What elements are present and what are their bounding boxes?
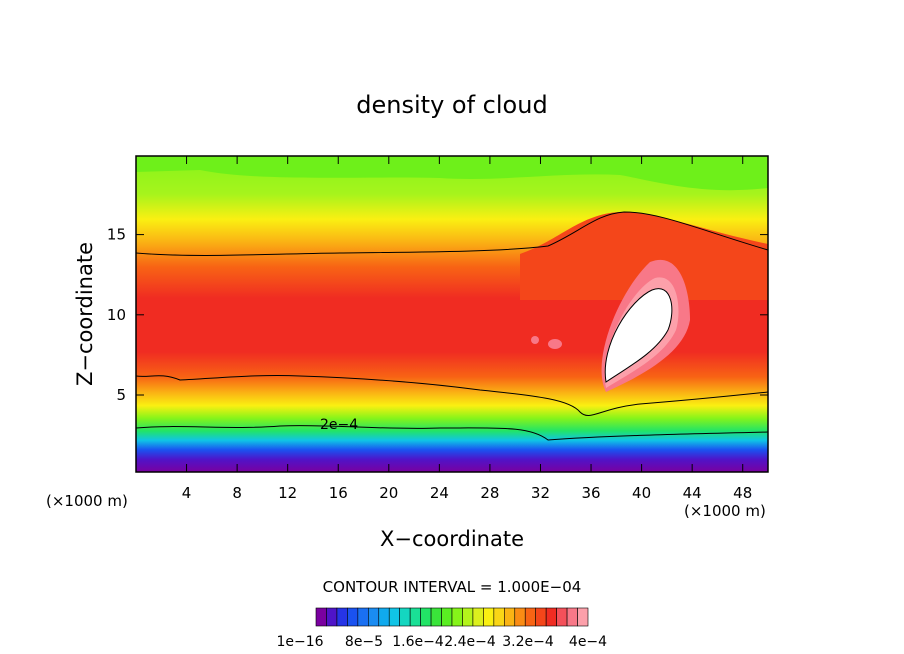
colorbar-label: 2.4e−4 bbox=[444, 634, 496, 650]
y-tick-label: 5 bbox=[116, 386, 126, 404]
contour-2e-4 bbox=[136, 425, 768, 441]
x-tick-label: 4 bbox=[182, 484, 192, 502]
colorbar-swatch bbox=[462, 607, 474, 627]
core-white-region bbox=[604, 288, 673, 383]
colorbar-swatch bbox=[315, 607, 327, 627]
small-pink-blob-2 bbox=[531, 336, 539, 344]
colorbar-swatch bbox=[577, 607, 589, 627]
colorbar-swatch bbox=[514, 607, 526, 627]
colorbar-swatch bbox=[378, 607, 390, 627]
x-tick-label: 16 bbox=[329, 484, 348, 502]
colorbar-swatch bbox=[368, 607, 380, 627]
colorbar-label: 1e−16 bbox=[276, 634, 323, 650]
colorbar-swatch bbox=[493, 607, 505, 627]
x-axis-label: X−coordinate bbox=[380, 527, 524, 551]
colorbar-swatch bbox=[347, 607, 359, 627]
colorbar-swatch bbox=[409, 607, 421, 627]
x-tick-label: 12 bbox=[278, 484, 297, 502]
x-tick-label: 32 bbox=[531, 484, 550, 502]
plot-frame bbox=[135, 155, 769, 473]
x-unit-left: (×1000 m) bbox=[46, 492, 128, 510]
colorbar-swatch bbox=[535, 607, 547, 627]
colorbar-swatch bbox=[357, 607, 369, 627]
colorbar: 1e−16 8e−5 1.6e−4 2.4e−4 3.2e−4 4e−4 bbox=[276, 607, 607, 650]
x-tick-label: 20 bbox=[379, 484, 398, 502]
colorbar-swatch bbox=[483, 607, 495, 627]
colorbar-swatch bbox=[545, 607, 557, 627]
contour-interval-note: CONTOUR INTERVAL = 1.000E−04 bbox=[323, 578, 582, 596]
colorbar-swatch bbox=[472, 607, 484, 627]
contour-label-2e-4: 2e−4 bbox=[320, 417, 358, 433]
upper-green-band bbox=[136, 156, 768, 191]
chart-title: density of cloud bbox=[356, 91, 547, 119]
x-tick-label: 28 bbox=[480, 484, 499, 502]
contour-field bbox=[136, 156, 768, 472]
small-pink-blob-1 bbox=[548, 339, 562, 349]
x-unit-right: (×1000 m) bbox=[684, 502, 766, 520]
colorbar-label: 8e−5 bbox=[345, 634, 383, 650]
contour-top bbox=[136, 211, 768, 256]
x-tick-label: 24 bbox=[430, 484, 449, 502]
y-axis-label: Z−coordinate bbox=[73, 242, 97, 386]
cloud-top-bulge bbox=[520, 212, 768, 300]
colorbar-swatch bbox=[556, 607, 568, 627]
colorbar-swatch bbox=[504, 607, 516, 627]
colorbar-swatch bbox=[420, 607, 432, 627]
x-tick-label: 8 bbox=[232, 484, 242, 502]
colorbar-label: 4e−4 bbox=[569, 634, 607, 650]
colorbar-swatch bbox=[399, 607, 411, 627]
y-tick-label: 15 bbox=[107, 226, 126, 244]
colorbar-label: 3.2e−4 bbox=[502, 634, 554, 650]
x-tick-label: 44 bbox=[683, 484, 702, 502]
colorbar-swatch bbox=[336, 607, 348, 627]
y-tick-label: 10 bbox=[107, 306, 126, 324]
colorbar-swatch bbox=[566, 607, 578, 627]
colorbar-swatch bbox=[451, 607, 463, 627]
x-tick-label: 48 bbox=[733, 484, 752, 502]
colorbar-swatch bbox=[430, 607, 442, 627]
colorbar-swatch bbox=[524, 607, 536, 627]
colorbar-label: 1.6e−4 bbox=[392, 634, 444, 650]
colorbar-swatch bbox=[388, 607, 400, 627]
contour-cloud-base bbox=[136, 374, 768, 416]
x-tick-label: 40 bbox=[632, 484, 651, 502]
x-tick-label: 36 bbox=[581, 484, 600, 502]
colorbar-swatch bbox=[441, 607, 453, 627]
colorbar-swatch bbox=[326, 607, 338, 627]
